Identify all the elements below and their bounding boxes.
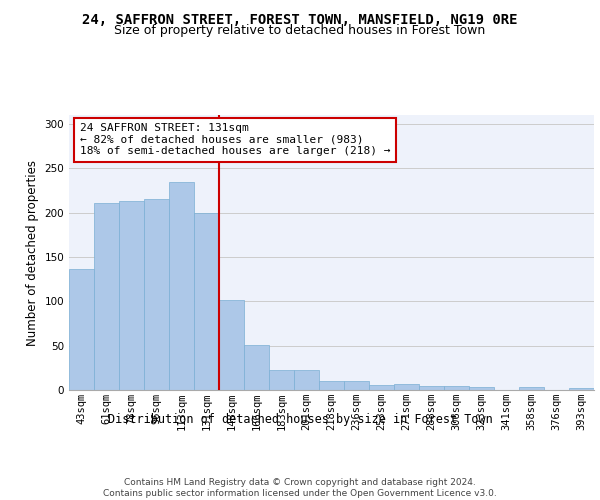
Bar (94, 203, 119, 390)
Bar (269, 370, 294, 390)
Bar (419, 386, 444, 390)
Bar (219, 300, 244, 390)
Bar (344, 381, 369, 390)
Text: 24 SAFFRON STREET: 131sqm
← 82% of detached houses are smaller (983)
18% of semi: 24 SAFFRON STREET: 131sqm ← 82% of detac… (79, 123, 390, 156)
Bar (194, 212, 219, 390)
Bar (469, 388, 494, 390)
Bar (144, 200, 169, 390)
Y-axis label: Number of detached properties: Number of detached properties (26, 160, 39, 346)
Text: Contains HM Land Registry data © Crown copyright and database right 2024.
Contai: Contains HM Land Registry data © Crown c… (103, 478, 497, 498)
Bar (369, 384, 394, 390)
Bar (394, 384, 419, 390)
Bar (319, 381, 344, 390)
Bar (294, 370, 319, 390)
Bar (444, 386, 469, 390)
Bar (519, 388, 544, 390)
Text: Size of property relative to detached houses in Forest Town: Size of property relative to detached ho… (115, 24, 485, 37)
Bar (569, 388, 594, 390)
Text: Distribution of detached houses by size in Forest Town: Distribution of detached houses by size … (107, 412, 493, 426)
Bar (169, 182, 194, 390)
Bar (69, 270, 94, 390)
Text: 24, SAFFRON STREET, FOREST TOWN, MANSFIELD, NG19 0RE: 24, SAFFRON STREET, FOREST TOWN, MANSFIE… (82, 12, 518, 26)
Bar (244, 345, 269, 390)
Bar (119, 201, 144, 390)
